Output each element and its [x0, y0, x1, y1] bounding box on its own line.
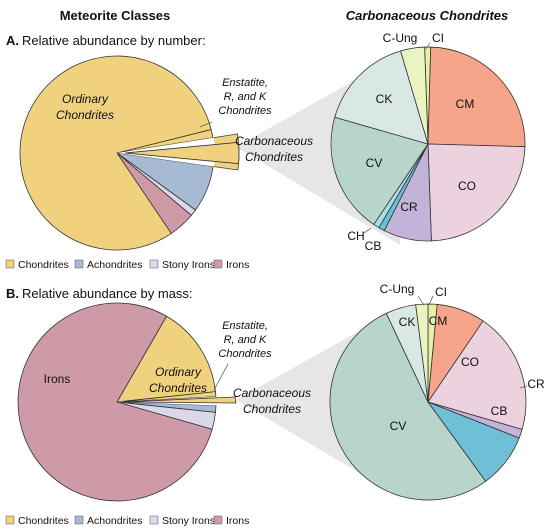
slice-a-ordinary-chondrites [19, 55, 212, 251]
right-header: Carbonaceous Chondrites [346, 8, 509, 23]
legend-a: Chondrites Achondrites Stony Irons Irons [5, 259, 249, 271]
legendB-label-irons: Irons [226, 515, 249, 527]
legendA-label-irons: Irons [226, 259, 249, 271]
sublabel-a-ck: CK [376, 92, 393, 106]
label-b-ordinary-line-0: Ordinary [155, 365, 202, 379]
legend-b: Chondrites Achondrites Stony Irons Irons [5, 515, 249, 527]
label-a-ordinary-line-1: Chondrites [56, 108, 114, 122]
sublabel-b-ci: CI [435, 285, 447, 299]
label-a-carbonaceous-line-1: Chondrites [245, 150, 303, 164]
leader-b-ci [428, 295, 434, 306]
sublabel-a-cb: CB [365, 239, 382, 253]
sublabel-b-co: CO [461, 355, 479, 369]
legendB-swatch-chondrites [5, 515, 15, 525]
sublabel-b-c-ung: C-Ung [380, 282, 415, 296]
subslice-b-co [427, 320, 527, 430]
legendB-swatch-achondrites [74, 515, 84, 525]
subslice-a-cv [330, 116, 429, 225]
sublabel-a-cm: CM [456, 97, 475, 111]
panel-a-title: Relative abundance by number: [22, 33, 206, 48]
legendA-swatch-irons [213, 259, 223, 269]
subslice-a-cm [427, 46, 526, 148]
slice-a-carbonaceous-exploded [124, 141, 240, 165]
leader-b-enstatite [213, 363, 229, 391]
legendB-label-achondrites: Achondrites [87, 515, 142, 527]
leader-a-ch [363, 227, 372, 234]
panel-a: Ordinary Chondrites Enstatite, R, and K Chon… [19, 31, 526, 253]
panel-a-letter: A. [6, 33, 19, 48]
legendB-swatch-irons [213, 515, 223, 525]
slice-b-ordinary-chondrites [116, 315, 216, 403]
label-a-enstatite-line-0: Enstatite, [222, 77, 268, 89]
leader-b-cung [417, 295, 425, 306]
sublabel-a-ch: CH [347, 229, 364, 243]
legendB-label-stony-irons: Stony Irons [162, 515, 215, 527]
label-b-irons: Irons [44, 372, 71, 386]
leader-b-cr [519, 385, 528, 389]
panel-b: Irons Ordinary Chondrites Enstatite, R, and … [17, 282, 545, 502]
subslice-b-c-ung [415, 303, 429, 403]
sublabel-b-cv: CV [390, 419, 407, 433]
sublabel-b-ck: CK [399, 315, 416, 329]
sublabel-b-cr: CR [527, 377, 545, 391]
sublabel-a-cr: CR [400, 200, 418, 214]
legendA-label-achondrites: Achondrites [87, 259, 142, 271]
label-a-enstatite-line-1: R, and K [224, 91, 267, 103]
label-b-carbonaceous-line-1: Chondrites [243, 402, 301, 416]
slice-b-irons [17, 302, 213, 502]
sublabel-b-cm: CM [429, 314, 448, 328]
legendB-label-chondrites: Chondrites [18, 515, 69, 527]
legendA-label-chondrites: Chondrites [18, 259, 69, 271]
sublabel-b-cb: CB [491, 404, 508, 418]
sublabel-a-c-ung: C-Ung [383, 31, 418, 45]
subslice-a-ck [334, 50, 429, 145]
label-b-ordinary-line-1: Chondrites [149, 381, 207, 395]
panel-b-title: Relative abundance by mass: [22, 286, 193, 301]
sublabel-a-cv: CV [366, 156, 383, 170]
label-b-enstatite-line-0: Enstatite, [222, 320, 268, 332]
label-b-carbonaceous-line-0: Carbonaceous [233, 386, 311, 400]
sublabel-a-ci: CI [432, 31, 444, 45]
left-header: Meteorite Classes [60, 8, 171, 23]
label-a-carbonaceous-line-0: Carbonaceous [235, 134, 313, 148]
leader-a-ci [425, 42, 431, 50]
subslice-a-c-ung [400, 46, 429, 145]
legendA-swatch-stony-irons [149, 259, 159, 269]
leader-a-enstatite [199, 121, 213, 128]
legendA-swatch-achondrites [74, 259, 84, 269]
panel-b-letter: B. [6, 286, 19, 301]
label-a-ordinary-line-0: Ordinary [62, 92, 109, 106]
legendB-swatch-stony-irons [149, 515, 159, 525]
sublabel-a-co: CO [458, 179, 476, 193]
slice-b-carbonaceous-exploded [122, 396, 237, 404]
subslice-b-cv [329, 312, 487, 501]
label-b-enstatite-line-2: Chondrites [218, 348, 272, 360]
label-b-enstatite-line-1: R, and K [224, 334, 267, 346]
label-a-enstatite-line-2: Chondrites [218, 105, 272, 117]
subslice-a-co [427, 143, 526, 242]
legendA-label-stony-irons: Stony Irons [162, 259, 215, 271]
legendA-swatch-chondrites [5, 259, 15, 269]
